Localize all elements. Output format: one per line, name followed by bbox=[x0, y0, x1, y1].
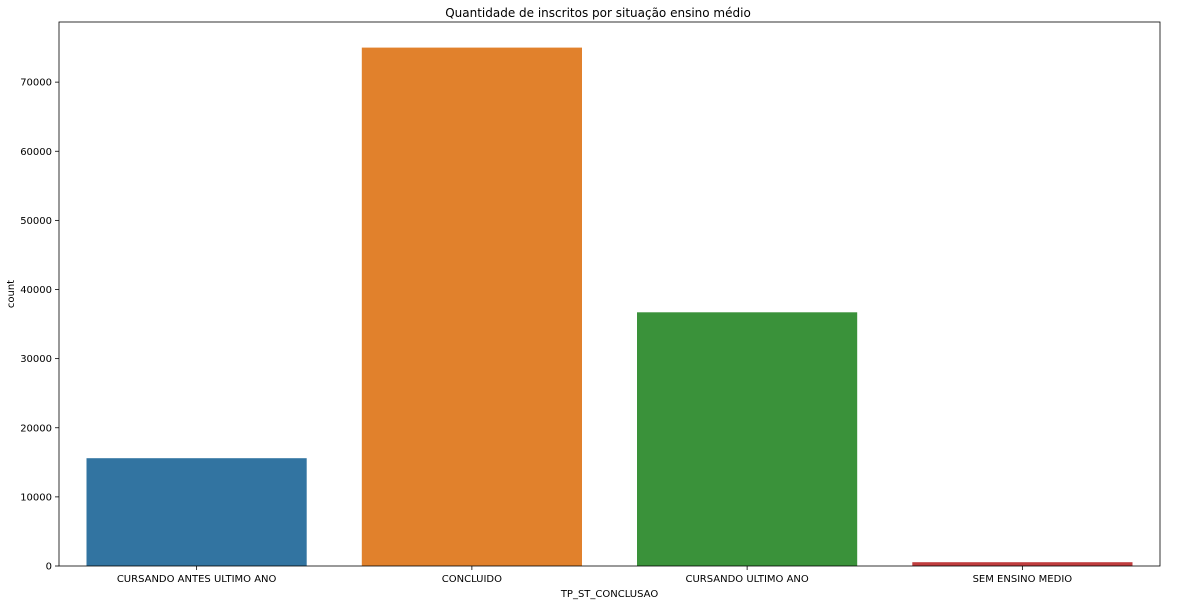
bar-0 bbox=[86, 458, 307, 566]
x-tick-label-3: SEM ENSINO MEDIO bbox=[973, 574, 1073, 585]
bar-2 bbox=[637, 312, 858, 566]
plot-frame bbox=[58, 21, 1161, 567]
y-tick-label-1: 10000 bbox=[20, 492, 52, 503]
y-tick-label-2: 20000 bbox=[20, 423, 52, 434]
y-tick-label-4: 40000 bbox=[20, 285, 52, 296]
x-tick-label-0: CURSANDO ANTES ULTIMO ANO bbox=[117, 574, 277, 585]
x-tick-label-1: CONCLUIDO bbox=[442, 574, 502, 585]
x-tick-label-2: CURSANDO ULTIMO ANO bbox=[685, 574, 808, 585]
y-tick-label-0: 0 bbox=[46, 562, 52, 573]
y-tick-label-6: 60000 bbox=[20, 147, 52, 158]
y-tick-label-5: 50000 bbox=[20, 216, 52, 227]
y-ticks-group: 0 10000 20000 30000 40000 50000 60000 70000 bbox=[20, 78, 59, 573]
chart-title: Quantidade de inscritos por situação ens… bbox=[445, 6, 751, 20]
x-ticks-group: CURSANDO ANTES ULTIMO ANO CONCLUIDO CURSAN… bbox=[117, 566, 1072, 585]
bar-3 bbox=[912, 562, 1133, 566]
y-tick-label-3: 30000 bbox=[20, 354, 52, 365]
bars-group bbox=[86, 47, 1133, 567]
y-axis-label: count bbox=[6, 280, 17, 308]
x-axis-label: TP_ST_CONCLUSAO bbox=[560, 589, 659, 600]
bar-1 bbox=[361, 47, 582, 567]
y-tick-label-7: 70000 bbox=[20, 78, 52, 89]
